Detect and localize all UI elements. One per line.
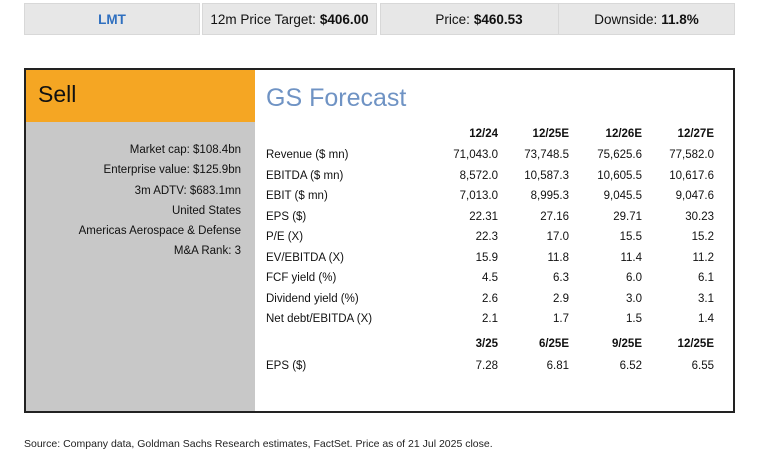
- table-cell: 10,587.3: [524, 169, 569, 182]
- row-label: EV/EBITDA (X): [266, 251, 344, 264]
- table-cell: 22.31: [469, 210, 498, 223]
- company-info-column: Sell Market cap: $108.4bn Enterprise val…: [26, 70, 255, 411]
- table-cell: 77,582.0: [669, 149, 714, 161]
- column-header: 6/25E: [538, 338, 569, 350]
- price-label: Price:: [435, 11, 470, 27]
- table-row: Dividend yield (%) 2.6 2.9 3.0 3.1: [266, 293, 722, 313]
- table-cell: 71,043.0: [453, 149, 498, 161]
- fact-country: United States: [171, 204, 241, 217]
- table-cell: 6.3: [553, 272, 569, 284]
- table-cell: 10,605.5: [597, 169, 642, 182]
- column-header: 12/26E: [605, 128, 642, 140]
- downside-cell: Downside: 11.8%: [558, 3, 735, 35]
- table-cell: 9,047.6: [675, 190, 714, 202]
- table-cell: 7,013.0: [459, 190, 498, 202]
- table-cell: 1.4: [698, 313, 714, 325]
- table-row: EBITDA ($ mn) 8,572.0 10,587.3 10,605.5 …: [266, 170, 722, 190]
- column-header: 9/25E: [611, 338, 642, 350]
- column-header: 12/27E: [677, 128, 714, 140]
- column-header: 12/24: [469, 128, 498, 140]
- column-header: 12/25E: [677, 338, 714, 350]
- table-cell: 6.0: [626, 272, 642, 284]
- source-footnote: Source: Company data, Goldman Sachs Rese…: [24, 438, 493, 450]
- table-cell: 6.1: [698, 272, 714, 284]
- table-row: EBIT ($ mn) 7,013.0 8,995.3 9,045.5 9,04…: [266, 190, 722, 210]
- table-row: EPS ($) 7.28 6.81 6.52 6.55: [266, 360, 722, 380]
- annual-header-row: 12/24 12/25E 12/26E 12/27E: [266, 128, 722, 148]
- table-cell: 1.5: [626, 313, 642, 325]
- ticker-cell: LMT: [24, 3, 200, 35]
- table-cell: 6.55: [691, 360, 714, 372]
- fact-ma-rank: M&A Rank: 3: [173, 245, 241, 258]
- table-row: EV/EBITDA (X) 15.9 11.8 11.4 11.2: [266, 252, 722, 272]
- row-label: Net debt/EBITDA (X): [266, 313, 373, 325]
- table-cell: 3.1: [698, 292, 714, 305]
- ticker[interactable]: LMT: [98, 11, 126, 27]
- fact-coverage: Americas Aerospace & Defense: [78, 225, 241, 238]
- forecast-panel: Sell Market cap: $108.4bn Enterprise val…: [24, 68, 735, 413]
- table-cell: 10,617.6: [669, 169, 714, 182]
- table-cell: 11.2: [692, 251, 714, 264]
- table-cell: 6.52: [619, 360, 642, 372]
- downside-label: Downside:: [594, 11, 658, 27]
- price-target-value: $406.00: [319, 11, 369, 27]
- table-cell: 22.3: [475, 231, 498, 243]
- company-facts: Market cap: $108.4bn Enterprise value: $…: [79, 140, 241, 262]
- price-value: $460.53: [473, 11, 523, 27]
- table-cell: 11.4: [620, 251, 642, 264]
- table-cell: 4.5: [482, 272, 498, 284]
- table-row: P/E (X) 22.3 17.0 15.5 15.2: [266, 231, 722, 251]
- row-label: EPS ($): [266, 360, 307, 372]
- table-cell: 7.28: [475, 360, 498, 372]
- summary-bar: LMT 12m Price Target: $406.00 Price: $46…: [24, 3, 735, 35]
- price-target-cell: 12m Price Target: $406.00: [202, 3, 377, 35]
- table-cell: 75,625.6: [597, 149, 642, 161]
- row-label: EPS ($): [266, 210, 307, 223]
- table-cell: 17.0: [546, 231, 569, 243]
- row-label: EBIT ($ mn): [266, 190, 328, 202]
- table-cell: 15.5: [619, 231, 642, 243]
- quarterly-header-row: 3/25 6/25E 9/25E 12/25E: [266, 338, 722, 358]
- table-cell: 1.7: [553, 313, 569, 325]
- table-cell: 9,045.5: [603, 190, 642, 202]
- row-label: Dividend yield (%): [266, 292, 359, 305]
- table-cell: 3.0: [626, 292, 642, 305]
- fact-enterprise-value: Enterprise value: $125.9bn: [103, 164, 241, 177]
- table-cell: 11.8: [547, 251, 569, 264]
- table-cell: 15.9: [475, 251, 498, 264]
- column-header: 3/25: [475, 338, 498, 350]
- forecast-title: GS Forecast: [266, 84, 407, 112]
- table-row: FCF yield (%) 4.5 6.3 6.0 6.1: [266, 272, 722, 292]
- table-cell: 2.9: [553, 292, 569, 305]
- table-row: Revenue ($ mn) 71,043.0 73,748.5 75,625.…: [266, 149, 722, 169]
- table-cell: 30.23: [685, 210, 714, 223]
- table-row: EPS ($) 22.31 27.16 29.71 30.23: [266, 211, 722, 231]
- downside-value: 11.8%: [661, 11, 699, 27]
- table-cell: 2.1: [482, 313, 498, 325]
- fact-market-cap: Market cap: $108.4bn: [129, 144, 241, 156]
- row-label: FCF yield (%): [266, 272, 337, 284]
- table-row: Net debt/EBITDA (X) 2.1 1.7 1.5 1.4: [266, 313, 722, 333]
- table-cell: 29.71: [613, 210, 642, 223]
- table-cell: 27.16: [540, 210, 569, 223]
- price-cell: Price: $460.53: [380, 3, 578, 35]
- table-cell: 2.6: [482, 292, 498, 305]
- row-label: P/E (X): [266, 231, 304, 243]
- column-header: 12/25E: [532, 128, 569, 140]
- price-target-label: 12m Price Target:: [210, 11, 316, 27]
- table-cell: 73,748.5: [524, 149, 569, 161]
- table-cell: 8,572.0: [459, 169, 498, 182]
- row-label: EBITDA ($ mn): [266, 169, 344, 182]
- rating-badge: Sell: [26, 70, 255, 122]
- table-cell: 6.81: [546, 360, 569, 372]
- fact-adtv: 3m ADTV: $683.1mn: [134, 184, 241, 197]
- table-cell: 15.2: [691, 231, 714, 243]
- row-label: Revenue ($ mn): [266, 149, 349, 161]
- table-cell: 8,995.3: [530, 190, 569, 202]
